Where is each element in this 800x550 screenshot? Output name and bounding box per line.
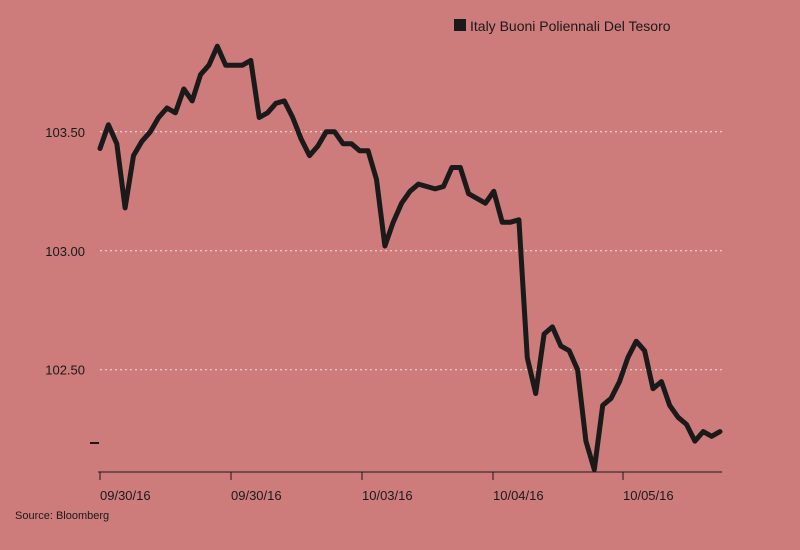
legend-label: Italy Buoni Poliennali Del Tesoro bbox=[470, 18, 671, 34]
x-tick-label: 10/04/16 bbox=[493, 488, 544, 503]
x-tick-label: 09/30/16 bbox=[231, 488, 282, 503]
grid-lines bbox=[100, 131, 722, 371]
x-axis: 09/30/16 09/30/16 10/03/16 10/04/16 10/05/16 bbox=[99, 472, 674, 503]
series-line-italy-btp bbox=[97, 43, 723, 473]
y-tick-label: 103.50 bbox=[45, 125, 85, 140]
y-tick-label: 103.00 bbox=[45, 244, 85, 259]
legend: Italy Buoni Poliennali Del Tesoro bbox=[454, 18, 671, 34]
x-tick-label: 10/03/16 bbox=[362, 488, 413, 503]
x-tick-label: 09/30/16 bbox=[100, 488, 151, 503]
source-note: Source: Bloomberg bbox=[15, 510, 110, 522]
x-tick-label: 10/05/16 bbox=[623, 488, 674, 503]
y-axis: 103.50 103.00 102.50 bbox=[45, 125, 85, 378]
y-tick-label: 102.50 bbox=[45, 363, 85, 378]
legend-swatch bbox=[454, 19, 466, 31]
